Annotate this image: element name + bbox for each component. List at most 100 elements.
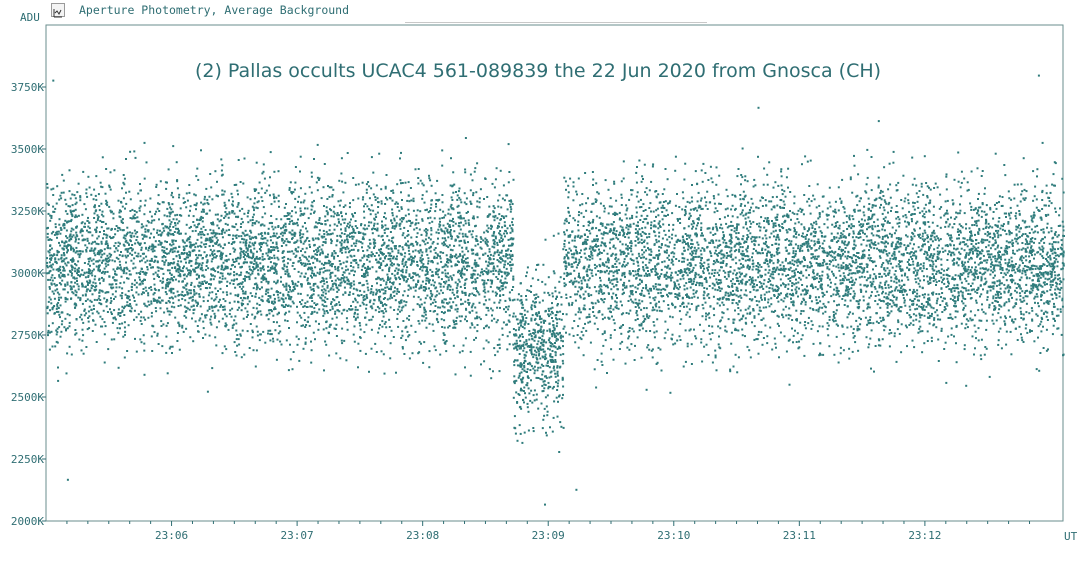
data-point bbox=[167, 285, 169, 288]
data-point bbox=[689, 252, 692, 255]
data-point bbox=[914, 269, 917, 272]
data-point bbox=[858, 276, 861, 279]
data-point bbox=[688, 268, 691, 271]
data-point bbox=[854, 255, 857, 258]
data-point bbox=[1004, 315, 1007, 318]
data-point bbox=[47, 331, 50, 334]
data-point bbox=[636, 166, 638, 168]
data-point bbox=[556, 303, 559, 305]
data-point bbox=[754, 184, 757, 187]
data-point bbox=[52, 268, 55, 271]
data-point bbox=[376, 227, 379, 230]
data-point bbox=[554, 372, 557, 375]
data-point bbox=[801, 300, 804, 303]
data-point bbox=[762, 282, 765, 285]
data-point bbox=[757, 271, 760, 274]
data-point bbox=[226, 285, 228, 287]
data-point bbox=[763, 293, 766, 296]
data-point bbox=[761, 237, 764, 240]
data-point bbox=[833, 225, 836, 228]
data-point bbox=[463, 260, 466, 262]
data-point bbox=[444, 298, 447, 301]
data-point bbox=[725, 263, 728, 265]
data-point bbox=[525, 317, 528, 319]
data-point bbox=[917, 277, 920, 280]
data-point bbox=[318, 308, 321, 311]
data-point bbox=[1030, 307, 1033, 310]
data-point bbox=[993, 269, 996, 272]
data-point bbox=[789, 277, 792, 280]
data-point bbox=[710, 177, 713, 180]
data-point bbox=[787, 317, 790, 320]
data-point bbox=[660, 206, 663, 209]
data-point bbox=[195, 301, 198, 304]
data-point bbox=[144, 199, 147, 202]
data-point bbox=[347, 268, 349, 271]
data-point bbox=[886, 296, 889, 299]
data-point bbox=[880, 223, 883, 226]
data-point bbox=[170, 290, 173, 293]
data-point bbox=[388, 297, 391, 300]
data-point bbox=[188, 289, 191, 292]
data-point bbox=[1000, 282, 1003, 285]
data-point bbox=[532, 328, 535, 331]
data-point bbox=[751, 235, 754, 238]
data-point bbox=[932, 205, 935, 208]
data-point bbox=[131, 294, 134, 297]
data-point bbox=[281, 252, 284, 254]
data-point bbox=[68, 314, 71, 317]
data-point bbox=[551, 343, 554, 346]
data-point bbox=[999, 227, 1002, 230]
data-point bbox=[895, 247, 898, 250]
data-point bbox=[65, 247, 68, 249]
data-point bbox=[456, 295, 459, 298]
data-point bbox=[986, 298, 989, 301]
data-point bbox=[308, 243, 311, 246]
data-point bbox=[891, 254, 894, 257]
data-point bbox=[832, 320, 835, 323]
data-point bbox=[455, 191, 457, 193]
data-point bbox=[449, 253, 452, 256]
data-point bbox=[361, 284, 364, 287]
data-point bbox=[87, 268, 90, 271]
data-point bbox=[460, 315, 463, 318]
data-point bbox=[532, 367, 535, 370]
data-point bbox=[699, 323, 701, 326]
data-point bbox=[900, 274, 903, 277]
data-point bbox=[273, 306, 276, 309]
data-point bbox=[295, 254, 298, 257]
data-point bbox=[54, 345, 57, 348]
data-point bbox=[452, 274, 455, 277]
data-point bbox=[467, 298, 470, 301]
data-point bbox=[360, 223, 363, 225]
data-point bbox=[315, 226, 318, 229]
data-point bbox=[526, 406, 529, 409]
data-point bbox=[874, 287, 877, 290]
data-point bbox=[970, 234, 973, 237]
data-point bbox=[923, 207, 926, 210]
data-point bbox=[925, 301, 928, 303]
data-point bbox=[676, 239, 679, 242]
data-point bbox=[782, 300, 785, 303]
data-point bbox=[959, 241, 962, 244]
data-point bbox=[372, 193, 375, 196]
data-point bbox=[181, 324, 184, 327]
data-point bbox=[556, 372, 559, 375]
data-point bbox=[51, 290, 54, 293]
data-point bbox=[52, 187, 55, 190]
data-point bbox=[367, 245, 370, 248]
data-point bbox=[1000, 305, 1003, 308]
data-point bbox=[454, 264, 457, 267]
data-point bbox=[998, 261, 1001, 264]
chart-icon[interactable] bbox=[51, 3, 65, 18]
data-point bbox=[529, 332, 532, 335]
data-point bbox=[407, 208, 410, 211]
data-point bbox=[588, 255, 590, 258]
data-point bbox=[472, 215, 475, 218]
data-point bbox=[523, 341, 526, 344]
data-point bbox=[755, 236, 758, 239]
data-point bbox=[691, 227, 694, 230]
data-point bbox=[797, 233, 800, 236]
data-point bbox=[543, 414, 546, 417]
